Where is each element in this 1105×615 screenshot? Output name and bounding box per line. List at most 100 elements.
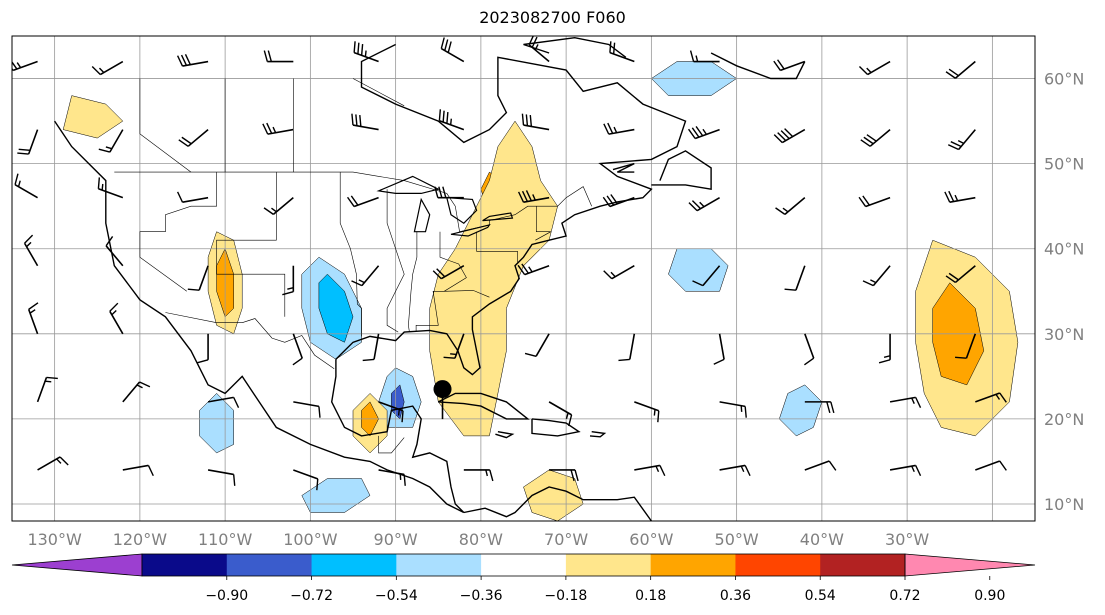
barb-half — [271, 207, 277, 213]
barb-full — [267, 50, 273, 62]
barb-full — [282, 291, 294, 296]
barb-half — [995, 393, 1001, 400]
wind-barb — [443, 333, 465, 359]
barb-half — [911, 465, 915, 473]
barb-half — [17, 180, 21, 187]
barb-half — [26, 241, 32, 248]
barb-full — [657, 410, 660, 423]
political-border — [339, 172, 362, 337]
wind-barb — [687, 126, 720, 140]
wind-barb — [602, 194, 635, 208]
barb-full — [826, 401, 831, 414]
barb-full — [178, 139, 189, 147]
barb-staff — [975, 392, 1001, 403]
wind-barb — [176, 54, 209, 67]
barb-staff — [975, 460, 1001, 471]
coastline — [589, 431, 607, 438]
barb-staff — [23, 242, 39, 267]
barb-staff — [609, 51, 635, 63]
barb-full — [403, 474, 406, 486]
barb-full — [775, 207, 786, 215]
barb-full — [610, 194, 618, 205]
lake-outline — [413, 197, 431, 233]
barb-full — [442, 186, 447, 198]
barb-full — [568, 414, 573, 427]
barb-full — [351, 113, 354, 126]
barb-full — [46, 376, 58, 380]
barb-staff — [719, 464, 746, 471]
coastlines — [54, 36, 806, 521]
storm-center-layer — [433, 380, 452, 420]
barb-staff — [954, 60, 976, 79]
colorbar-extend-max — [904, 553, 1036, 577]
barb-full — [359, 115, 362, 127]
barb-full — [862, 195, 870, 206]
wind-barb — [207, 396, 240, 408]
barb-full — [357, 42, 360, 55]
wind-barb — [23, 234, 39, 267]
wind-barb — [27, 302, 39, 335]
barb-full — [18, 148, 31, 151]
wind-barb — [603, 265, 635, 280]
barb-full — [570, 469, 575, 482]
colorbar-tick-label: 0.54 — [805, 588, 836, 604]
barb-staff — [373, 333, 380, 360]
barb-full — [830, 401, 835, 414]
colorbar-tick-label: −0.18 — [544, 588, 587, 604]
barb-staff — [99, 60, 124, 76]
barb-staff — [272, 197, 294, 215]
wind-barb — [692, 265, 721, 287]
barb-half — [655, 465, 660, 473]
barb-full — [353, 41, 356, 53]
barb-staff — [867, 60, 891, 76]
barb-staff — [267, 128, 294, 135]
barb-full — [945, 71, 956, 79]
wind-barb — [207, 469, 236, 486]
lake-outline — [376, 175, 441, 194]
wind-barb — [196, 333, 209, 364]
lon-label: 130°W — [27, 530, 82, 549]
wind-barb — [122, 381, 151, 403]
barb-full — [607, 122, 614, 134]
barb-staff — [439, 119, 465, 131]
coastline — [531, 418, 581, 437]
barb-full — [525, 114, 529, 126]
lat-label: 60°N — [1044, 70, 1084, 89]
barb-full — [948, 272, 959, 281]
map-title: 2023082700 F060 — [479, 8, 626, 27]
barb-full — [860, 139, 871, 147]
wind-barb — [878, 333, 891, 364]
barb-full — [97, 177, 101, 189]
barb-half — [610, 271, 616, 278]
barb-full — [351, 280, 363, 287]
barb-full — [524, 352, 537, 358]
barb-full — [689, 50, 695, 62]
barb-full — [618, 358, 630, 362]
wind-barb — [773, 59, 806, 72]
barb-full — [999, 392, 1007, 403]
barb-full — [180, 54, 188, 66]
barb-staff — [872, 265, 891, 287]
barb-full — [444, 39, 449, 51]
wind-barb — [719, 464, 751, 477]
barb-full — [176, 191, 184, 203]
colorbar-tick-label: 0.72 — [889, 588, 920, 604]
colorbar — [11, 553, 1036, 577]
contour-yellow — [523, 469, 584, 521]
wind-barb — [346, 195, 379, 208]
colorbar-extend-min — [11, 553, 143, 577]
barb-full — [950, 141, 962, 148]
wind-barb — [713, 333, 725, 365]
wind-barb — [975, 392, 1007, 403]
barb-half — [364, 50, 367, 57]
political-border — [378, 435, 405, 454]
lon-label: 90°W — [374, 530, 418, 549]
barb-staff — [965, 333, 977, 359]
barb-full — [59, 456, 69, 466]
wind-barb — [549, 469, 579, 482]
barb-full — [447, 41, 452, 53]
barb-full — [777, 132, 787, 142]
wind-barb — [292, 333, 303, 366]
wind-barb — [36, 376, 58, 403]
barb-full — [948, 190, 955, 202]
